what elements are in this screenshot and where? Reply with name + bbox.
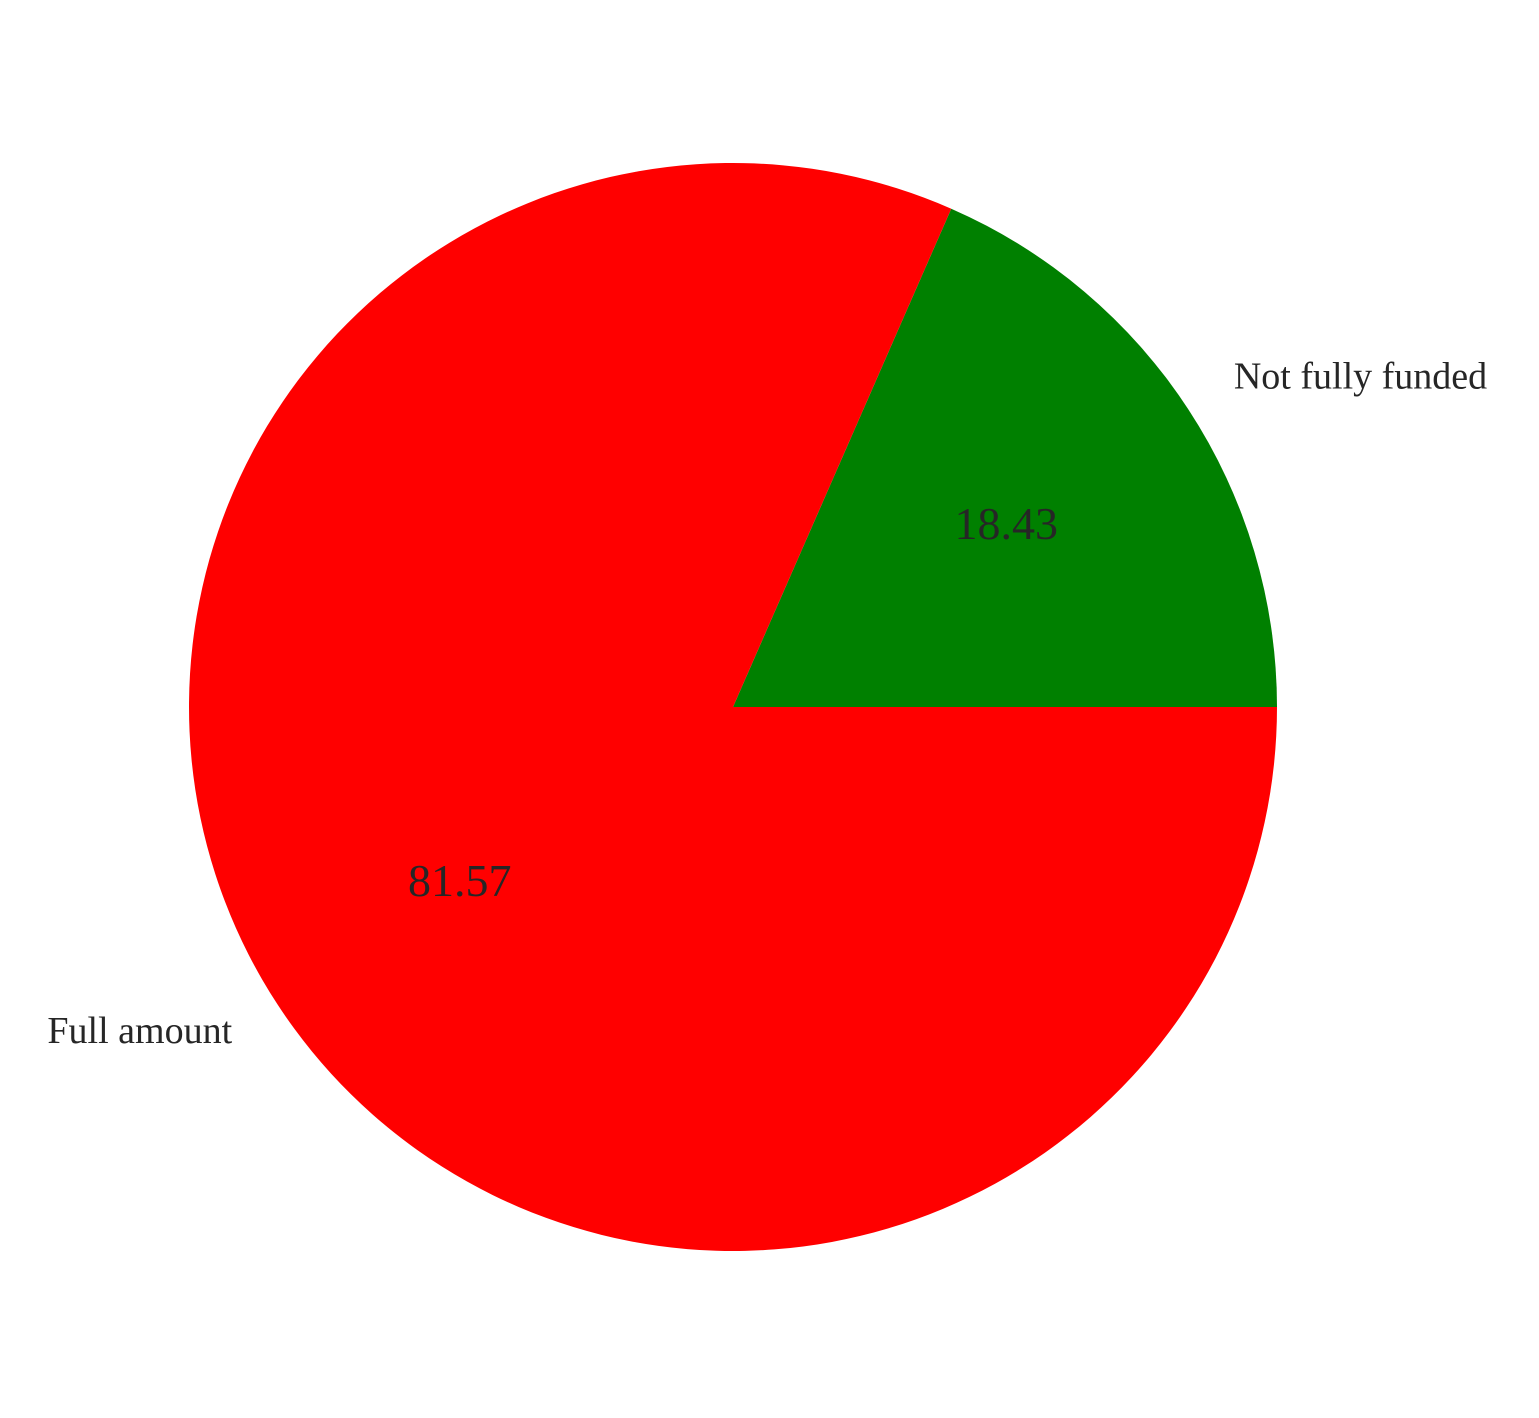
pie-slices <box>188 162 1278 1252</box>
value-label-full-amount: 81.57 <box>408 855 512 906</box>
slice-label-not-fully-funded: Not fully funded <box>1234 355 1487 397</box>
slice-label-full-amount: Full amount <box>47 1010 232 1052</box>
pie-slice-full-amount <box>188 162 1278 1252</box>
pie-slice-not-fully-funded <box>733 208 1277 707</box>
value-label-not-fully-funded: 18.43 <box>954 498 1058 549</box>
pie-labels: Not fully funded 18.43 Full amount 81.57 <box>47 355 1487 1052</box>
